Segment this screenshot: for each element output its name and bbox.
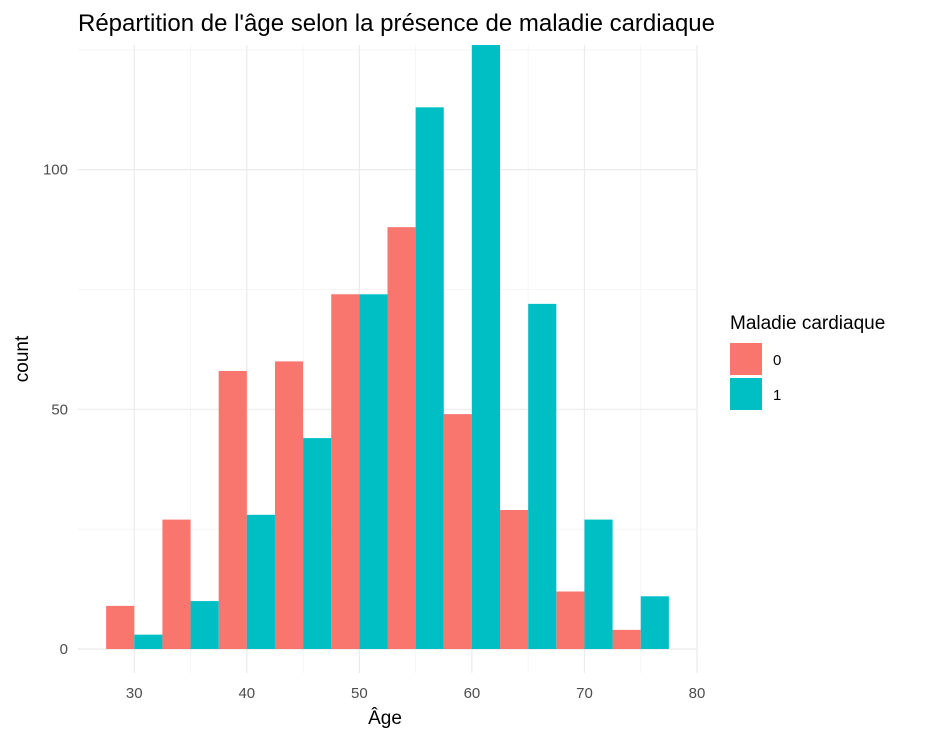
bar-series-1 [190,601,219,650]
x-tick-label: 40 [238,685,255,702]
legend-key-0 [730,343,762,375]
x-tick-label: 80 [689,685,706,702]
x-axis-title: Âge [368,707,402,729]
legend-label-1: 1 [773,387,781,404]
bar-series-1 [303,438,332,650]
bar-series-0 [443,414,472,650]
x-tick-label: 50 [351,685,368,702]
bars [106,45,669,650]
bar-series-1 [415,107,444,650]
x-tick-label: 70 [576,685,593,702]
bar-series-1 [359,294,388,650]
bar-series-0 [331,294,360,650]
x-tick-label: 60 [464,685,481,702]
y-axis-title: count [12,335,33,382]
bar-series-0 [556,591,585,650]
legend: Maladie cardiaque 01 [730,313,885,410]
bar-series-1 [134,634,163,650]
bar-series-1 [584,519,613,650]
chart-title: Répartition de l'âge selon la présence d… [78,10,715,37]
bar-series-0 [274,361,304,650]
legend-items: 01 [730,343,781,410]
bar-series-1 [471,45,501,650]
bar-series-1 [640,596,669,650]
bar-series-0 [612,629,641,650]
bar-series-1 [246,514,275,650]
y-tick-label: 0 [60,641,68,658]
legend-title: Maladie cardiaque [730,313,885,334]
bar-series-0 [162,519,191,650]
legend-label-0: 0 [773,352,781,369]
y-tick-label: 100 [43,162,68,179]
y-tick-label: 50 [51,401,68,418]
x-tick-label: 30 [126,685,143,702]
bar-series-0 [218,370,247,650]
tick-labels: 30 40 50 60 70 80 0 50 100 [43,162,705,702]
bar-series-0 [106,605,135,650]
legend-key-1 [730,378,762,410]
bar-series-0 [500,510,529,650]
bar-series-1 [528,303,557,650]
bar-series-0 [387,227,416,650]
